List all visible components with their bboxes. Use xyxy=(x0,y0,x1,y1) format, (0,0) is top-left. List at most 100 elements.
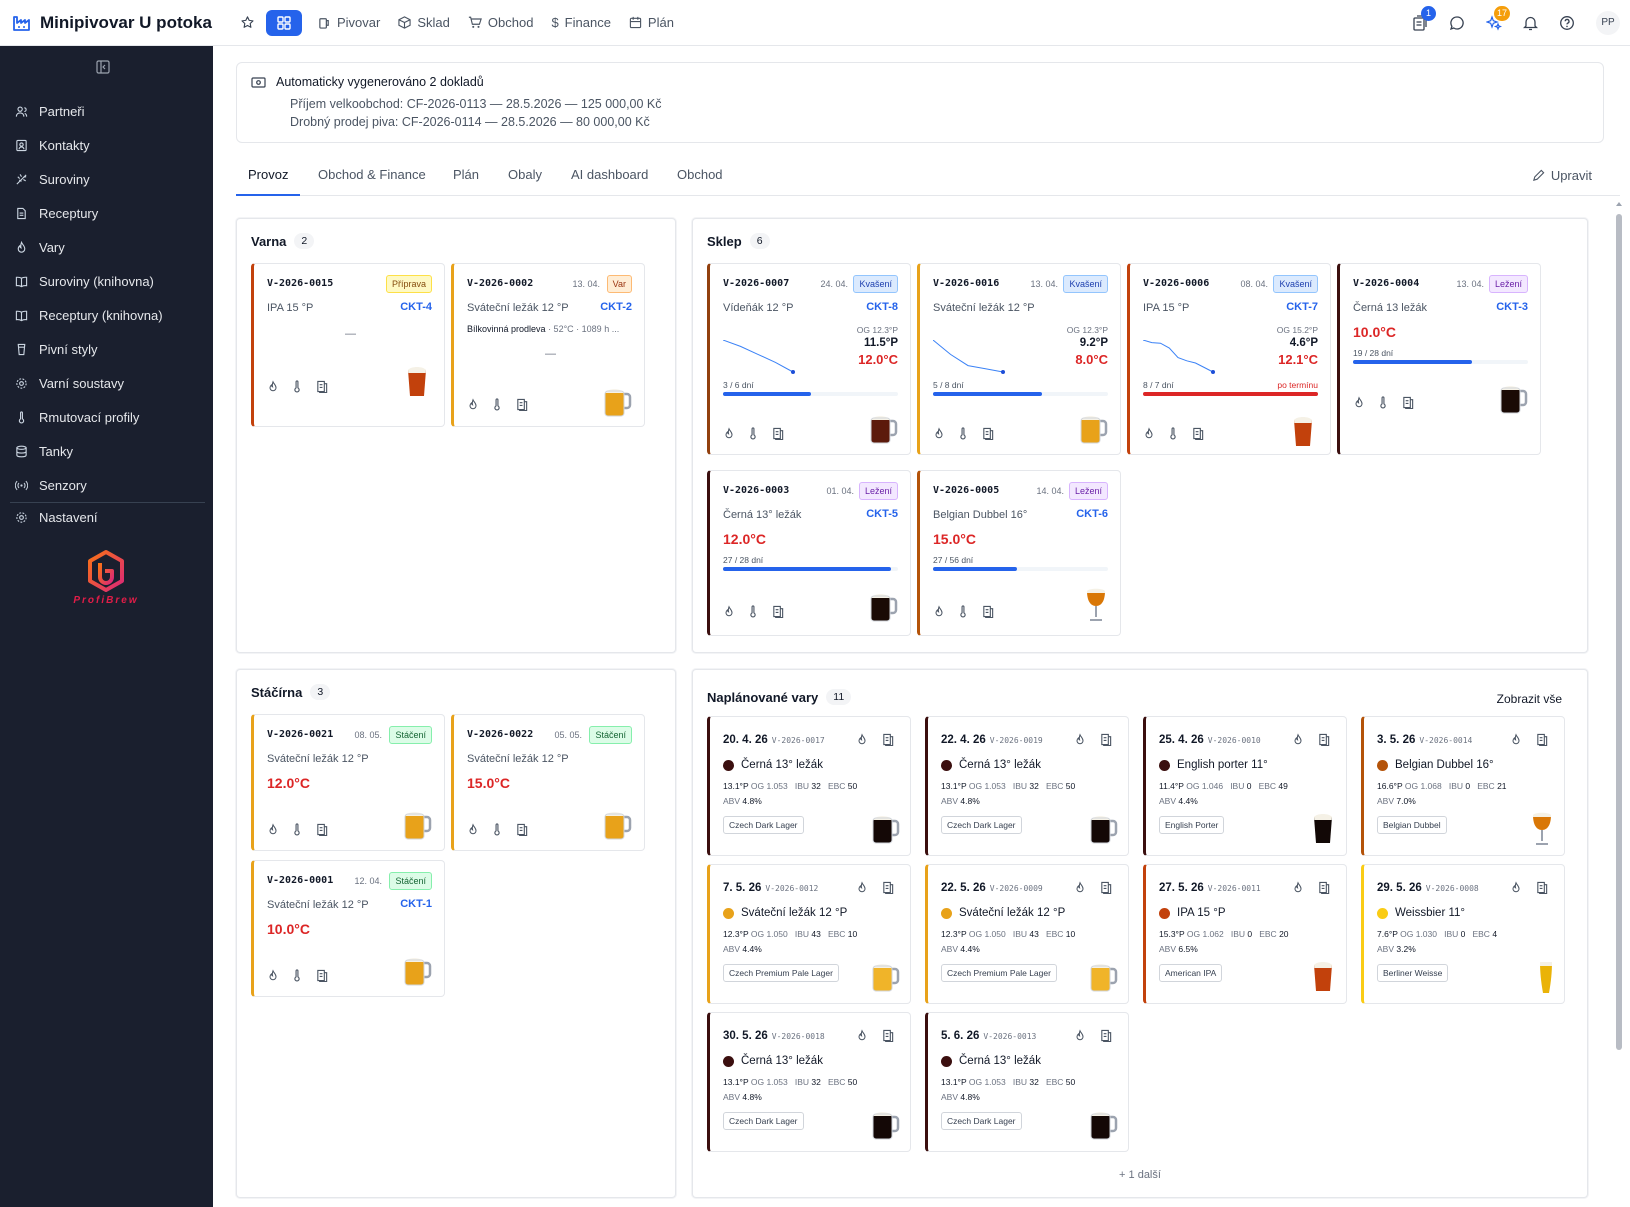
flame-icon[interactable] xyxy=(267,823,279,836)
planned-brew-card[interactable]: 7. 5. 26 V-2026-0012 Sváteční ležák 12 °P 1… xyxy=(707,864,911,1004)
tab-plan[interactable]: Plán xyxy=(453,167,480,182)
log-icon[interactable] xyxy=(515,823,529,836)
tab-obchod-finance[interactable]: Obchod & Finance xyxy=(318,167,426,182)
edit-button[interactable]: Upravit xyxy=(1532,168,1592,183)
flame-icon[interactable] xyxy=(1143,427,1155,440)
batch-card[interactable]: V-2026-0016 13. 04. Kvašení Sváteční ležák … xyxy=(917,263,1121,455)
flame-icon[interactable] xyxy=(467,823,479,836)
planned-brew-card[interactable]: 27. 5. 26 V-2026-0011 IPA 15 °P 15.3°P OG 1… xyxy=(1143,864,1347,1004)
thermometer-icon[interactable] xyxy=(292,969,302,982)
sidebar-item[interactable]: Pivní styly xyxy=(15,342,98,357)
flame-icon[interactable] xyxy=(267,380,279,393)
log-icon[interactable] xyxy=(1535,733,1549,746)
log-icon[interactable] xyxy=(1099,1029,1113,1042)
flame-icon[interactable] xyxy=(1074,1029,1086,1042)
flame-icon[interactable] xyxy=(856,733,868,746)
log-icon[interactable] xyxy=(1317,881,1331,894)
batch-card[interactable]: V-2026-0021 08. 05. Stáčení Sváteční ležák … xyxy=(251,714,445,851)
tab-obaly[interactable]: Obaly xyxy=(508,167,542,182)
log-icon[interactable] xyxy=(881,881,895,894)
planned-brew-card[interactable]: 3. 5. 26 V-2026-0014 Belgian Dubbel 16° 16.… xyxy=(1361,716,1565,856)
chat-button[interactable] xyxy=(1449,15,1465,31)
flame-icon[interactable] xyxy=(933,427,945,440)
batch-card[interactable]: V-2026-0022 05. 05. Stáčení Sváteční ležák … xyxy=(451,714,645,851)
tank-link[interactable]: CKT-7 xyxy=(1286,301,1318,313)
log-icon[interactable] xyxy=(1401,396,1415,409)
thermometer-icon[interactable] xyxy=(292,380,302,393)
log-icon[interactable] xyxy=(1099,733,1113,746)
flame-icon[interactable] xyxy=(1292,881,1304,894)
sidebar-item[interactable]: Varní soustavy xyxy=(15,376,124,391)
flame-icon[interactable] xyxy=(467,398,479,411)
planned-brew-card[interactable]: 29. 5. 26 V-2026-0008 Weissbier 11° 7.6°P O… xyxy=(1361,864,1565,1004)
nav-sklad[interactable]: Sklad xyxy=(398,15,450,30)
sidebar-item[interactable]: Senzory xyxy=(15,478,87,493)
planned-brew-card[interactable]: 22. 5. 26 V-2026-0009 Sváteční ležák 12 °P… xyxy=(925,864,1129,1004)
batch-card[interactable]: V-2026-0003 01. 04. Ležení Černá 13° ležák C… xyxy=(707,470,911,636)
ai-button[interactable]: 17 xyxy=(1486,5,1510,31)
sidebar-item[interactable]: Receptury (knihovna) xyxy=(15,308,163,323)
thermometer-icon[interactable] xyxy=(492,398,502,411)
log-icon[interactable] xyxy=(315,380,329,393)
log-icon[interactable] xyxy=(1099,881,1113,894)
tank-link[interactable]: CKT-8 xyxy=(866,301,898,313)
log-icon[interactable] xyxy=(881,1029,895,1042)
sidebar-item[interactable]: Receptury xyxy=(15,206,98,221)
brand[interactable]: Minipivovar U potoka xyxy=(0,13,226,33)
tank-link[interactable]: CKT-1 xyxy=(400,898,432,910)
flame-icon[interactable] xyxy=(1074,733,1086,746)
tab-ai-dashboard[interactable]: AI dashboard xyxy=(571,167,649,182)
tab-obchod[interactable]: Obchod xyxy=(677,167,723,182)
tank-link[interactable]: CKT-2 xyxy=(600,301,632,313)
batch-card[interactable]: V-2026-0007 24. 04. Kvašení Vídeňák 12 °P CK… xyxy=(707,263,911,455)
log-icon[interactable] xyxy=(1317,733,1331,746)
documents-button[interactable]: 1 xyxy=(1412,5,1436,31)
thermometer-icon[interactable] xyxy=(492,823,502,836)
sidebar-item[interactable]: Suroviny (knihovna) xyxy=(15,274,154,289)
sidebar-item[interactable]: Suroviny xyxy=(15,172,90,187)
log-icon[interactable] xyxy=(315,823,329,836)
flame-icon[interactable] xyxy=(1353,396,1365,409)
batch-card[interactable]: V-2026-0004 13. 04. Ležení Černá 13 ležák CK… xyxy=(1337,263,1541,455)
sidebar-item[interactable]: Rmutovací profily xyxy=(15,410,139,425)
sidebar-item[interactable]: Kontakty xyxy=(15,138,90,153)
planned-brew-card[interactable]: 22. 4. 26 V-2026-0019 Černá 13° ležák 13.1°… xyxy=(925,716,1129,856)
log-icon[interactable] xyxy=(981,605,995,618)
scrollbar-thumb[interactable] xyxy=(1616,214,1622,1050)
batch-card[interactable]: V-2026-0005 14. 04. Ležení Belgian Dubbel 1… xyxy=(917,470,1121,636)
flame-icon[interactable] xyxy=(1292,733,1304,746)
nav-plan[interactable]: Plán xyxy=(629,15,674,30)
batch-card[interactable]: V-2026-0015 Příprava IPA 15 °P CKT-4 — xyxy=(251,263,445,427)
flame-icon[interactable] xyxy=(856,881,868,894)
flame-icon[interactable] xyxy=(267,969,279,982)
nav-obchod[interactable]: Obchod xyxy=(468,15,533,30)
nav-finance[interactable]: $ Finance xyxy=(551,15,611,30)
collapse-sidebar-icon[interactable] xyxy=(96,60,110,74)
log-icon[interactable] xyxy=(881,733,895,746)
thermometer-icon[interactable] xyxy=(292,823,302,836)
flame-icon[interactable] xyxy=(1510,881,1522,894)
more-link[interactable]: + 1 další xyxy=(1119,1169,1161,1181)
thermometer-icon[interactable] xyxy=(958,605,968,618)
planned-brew-card[interactable]: 25. 4. 26 V-2026-0010 English porter 11° 11… xyxy=(1143,716,1347,856)
help-button[interactable] xyxy=(1559,15,1575,31)
log-icon[interactable] xyxy=(515,398,529,411)
planned-brew-card[interactable]: 5. 6. 26 V-2026-0013 Černá 13° ležák 13.1°P… xyxy=(925,1012,1129,1152)
show-all-link[interactable]: Zobrazit vše xyxy=(1496,692,1562,706)
tank-link[interactable]: CKT-5 xyxy=(866,508,898,520)
flame-icon[interactable] xyxy=(1074,881,1086,894)
thermometer-icon[interactable] xyxy=(1378,396,1388,409)
tank-link[interactable]: CKT-3 xyxy=(1496,301,1528,313)
favorite-star-icon[interactable] xyxy=(232,15,262,30)
avatar[interactable]: PP xyxy=(1596,10,1620,35)
flame-icon[interactable] xyxy=(723,605,735,618)
sidebar-item-settings[interactable]: Nastavení xyxy=(15,510,98,525)
thermometer-icon[interactable] xyxy=(748,605,758,618)
dashboard-button[interactable] xyxy=(266,9,302,36)
tab-provoz[interactable]: Provoz xyxy=(236,158,301,196)
thermometer-icon[interactable] xyxy=(748,427,758,440)
planned-brew-card[interactable]: 20. 4. 26 V-2026-0017 Černá 13° ležák 13.1°… xyxy=(707,716,911,856)
log-icon[interactable] xyxy=(1191,427,1205,440)
log-icon[interactable] xyxy=(771,605,785,618)
scrollbar[interactable] xyxy=(1614,198,1624,1207)
